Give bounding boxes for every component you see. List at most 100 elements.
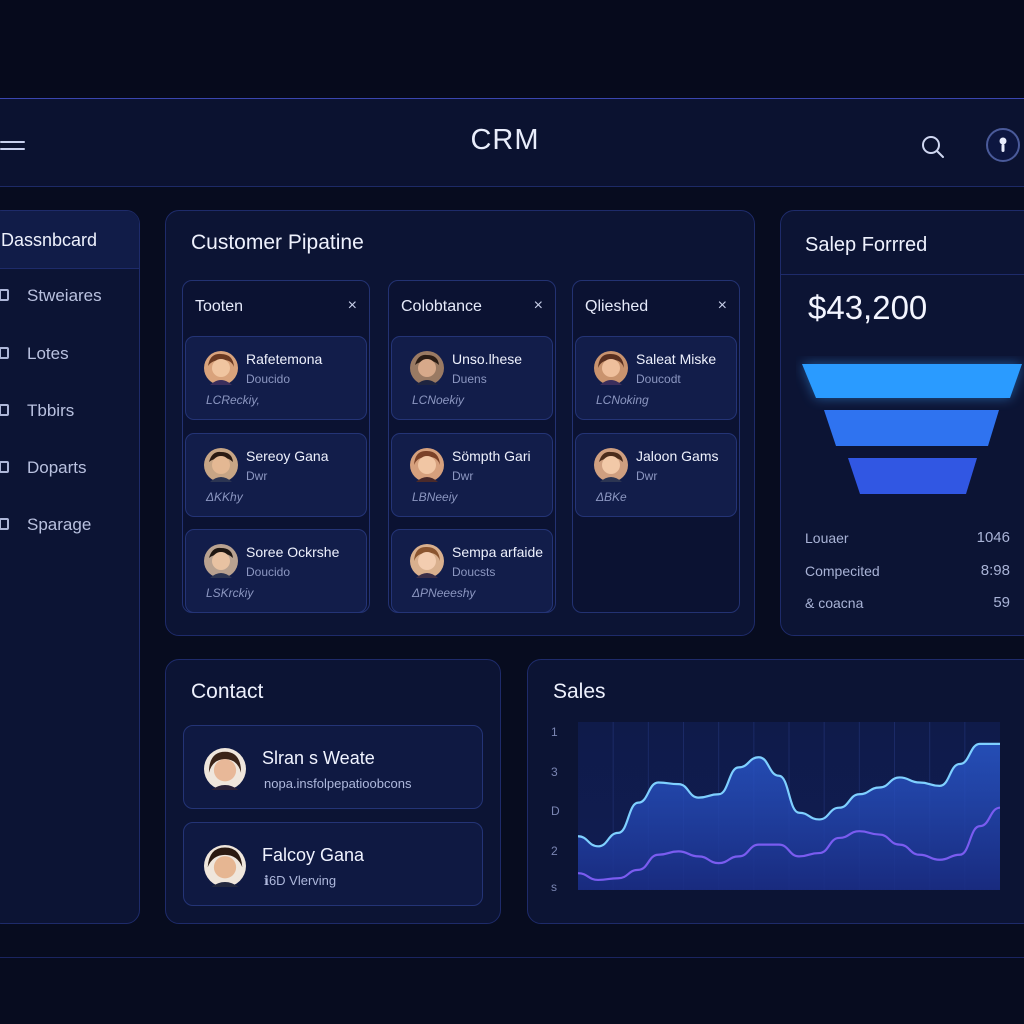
sidebar-item-dashboard[interactable]: Dassnbcard <box>0 211 139 269</box>
data-point <box>717 793 720 796</box>
close-icon[interactable]: × <box>533 297 543 314</box>
data-point <box>938 785 941 787</box>
avatar <box>204 351 238 385</box>
card-tag: ΔΒΚe <box>596 490 627 504</box>
column-title: Tooten <box>195 298 244 315</box>
checkbox-icon <box>0 518 9 530</box>
pipeline-card[interactable]: Soree Ockrshe Doucido LSKrckiy <box>185 529 367 613</box>
sidebar-item-label: Sparage <box>27 515 92 534</box>
card-name: Unso.lhese <box>452 351 523 367</box>
contact-item[interactable]: Slran s Weate nopa.insfolpepatioobcons <box>183 725 483 809</box>
checkbox-icon <box>0 461 9 473</box>
sidebar: Dassnbcard Stweiares Lotes Tbbirs Dopart… <box>0 210 140 924</box>
profile-avatar-icon[interactable] <box>986 128 1020 162</box>
sidebar-item-label: Stweiares <box>27 286 102 305</box>
card-tag: LCNoking <box>596 393 649 407</box>
sidebar-item-5[interactable]: Sparage <box>0 508 139 542</box>
checkbox-icon <box>0 289 9 301</box>
pipeline-card[interactable]: Saleat Miske Doucodt LCNoking <box>575 336 737 420</box>
data-point <box>898 776 901 779</box>
pipeline-column: Colobtance × Unso.lhese Duens LCNoekiy S… <box>388 280 556 613</box>
data-point <box>838 837 841 839</box>
funnel-amount: $43,200 <box>808 289 928 326</box>
sales-funnel-graphic <box>802 364 1022 494</box>
data-point <box>778 774 780 777</box>
funnel-stage-value: 59 <box>993 594 1010 611</box>
close-icon[interactable]: × <box>347 297 357 314</box>
funnel-stage-1 <box>802 364 1022 398</box>
data-point <box>677 783 680 785</box>
card-tag: LCReckiy, <box>206 393 260 407</box>
card-subtitle: Duens <box>452 372 487 386</box>
card-subtitle: Dwr <box>452 469 474 483</box>
search-icon[interactable] <box>918 132 948 162</box>
sidebar-item-label: Dassnbcard <box>1 230 98 250</box>
data-point <box>838 806 841 809</box>
data-point <box>979 743 981 745</box>
avatar <box>204 748 246 790</box>
card-name: Saleat Miske <box>636 351 717 367</box>
data-point <box>758 843 760 846</box>
avatar <box>204 544 238 578</box>
avatar <box>410 448 444 482</box>
data-point <box>657 853 660 856</box>
data-point <box>818 818 820 821</box>
avatar <box>204 448 238 482</box>
data-point <box>578 835 579 838</box>
series-line-2 <box>578 806 1000 882</box>
contact-item[interactable]: Falcoy Gana ℹ︎6D Vlerving <box>183 822 483 906</box>
y-tick-label: 3 <box>551 765 558 779</box>
data-point <box>858 830 861 832</box>
data-point <box>758 756 760 759</box>
sidebar-item-3[interactable]: Tbbirs <box>0 394 139 428</box>
sidebar-item-4[interactable]: Doparts <box>0 451 139 485</box>
avatar <box>410 351 444 385</box>
data-point <box>578 872 579 874</box>
data-point <box>918 781 921 784</box>
data-point <box>697 855 700 858</box>
data-point <box>999 743 1000 745</box>
data-point <box>677 850 680 853</box>
data-point <box>778 843 780 846</box>
data-point <box>637 801 640 804</box>
data-point <box>959 853 961 856</box>
y-tick-label: 2 <box>551 844 558 858</box>
data-point <box>798 811 800 814</box>
sidebar-item-2[interactable]: Lotes <box>0 337 139 371</box>
contact-detail: ℹ︎6D Vlerving <box>264 873 337 888</box>
sales-title: Sales <box>553 680 606 703</box>
contact-name: Falcoy Gana <box>262 845 365 865</box>
app-title: CRM <box>470 124 540 156</box>
avatar <box>204 845 246 887</box>
data-point <box>657 781 660 784</box>
data-point <box>999 806 1000 809</box>
series-area <box>578 743 1000 890</box>
funnel-stage-value: 8:98 <box>980 562 1010 579</box>
data-point <box>737 855 740 858</box>
pipeline-card[interactable]: Sereoy Gana Dwr ΔΚΚhy <box>185 433 367 517</box>
contact-name: Slran s Weate <box>262 748 375 768</box>
sidebar-item-1[interactable]: Stweiares <box>0 279 139 313</box>
pipeline-card[interactable]: Unso.lhese Duens LCNoekiy <box>391 336 553 420</box>
hamburger-menu-icon[interactable] <box>0 136 26 156</box>
avatar <box>410 544 444 578</box>
data-point <box>597 879 599 881</box>
data-point <box>717 862 720 864</box>
data-point <box>878 786 881 789</box>
y-tick-label: s <box>551 880 557 894</box>
pipeline-title: Customer Pipatine <box>191 231 364 254</box>
pipeline-card[interactable]: Rafetemona Doucido LCReckiy, <box>185 336 367 420</box>
card-subtitle: Dwr <box>636 469 658 483</box>
sidebar-item-label: Doparts <box>27 458 87 477</box>
sales-chart <box>578 722 1000 890</box>
card-name: Rafetemona <box>246 351 323 367</box>
data-point <box>938 858 941 861</box>
series-line-1 <box>578 742 1000 848</box>
pipeline-card[interactable]: Jaloon Gams Dwr ΔΒΚe <box>575 433 737 517</box>
close-icon[interactable]: × <box>717 297 727 314</box>
data-point <box>959 763 961 765</box>
card-name: Sömpth Gari <box>452 448 531 464</box>
pipeline-card[interactable]: Sömpth Gari Dwr LBNeeiy <box>391 433 553 517</box>
pipeline-card[interactable]: Sempa arfaide Doucsts ΔPNeeeshy <box>391 529 553 613</box>
card-subtitle: Doucido <box>246 565 291 579</box>
